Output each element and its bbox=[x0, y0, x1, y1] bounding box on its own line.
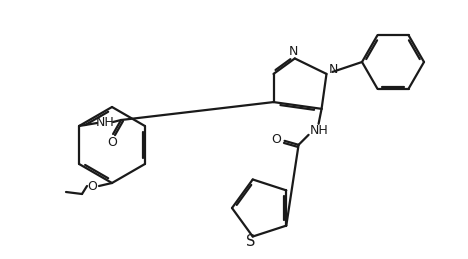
Text: O: O bbox=[107, 135, 117, 148]
Text: O: O bbox=[87, 179, 97, 192]
Text: NH: NH bbox=[310, 124, 329, 137]
Text: NH: NH bbox=[96, 116, 115, 128]
Text: N: N bbox=[329, 63, 338, 76]
Text: N: N bbox=[289, 45, 299, 58]
Text: S: S bbox=[246, 234, 256, 249]
Text: O: O bbox=[271, 133, 282, 146]
